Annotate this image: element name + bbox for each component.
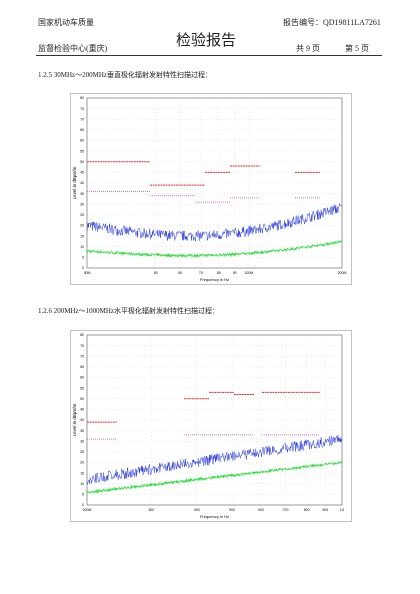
x-tick-label: 90 [233, 271, 237, 275]
x-axis-label: Frequency in Hz [200, 277, 229, 282]
y-tick-label: 65 [80, 128, 84, 132]
x-tick-label: 500 [229, 508, 235, 512]
pages-total: 共 9 页 [296, 44, 320, 53]
title: 检验报告 [176, 33, 237, 49]
trace [86, 240, 343, 259]
y-tick-label: 70 [80, 354, 84, 358]
y-tick-label: 65 [80, 365, 84, 369]
x-tick-label: 60 [178, 271, 182, 275]
y-tick-label: 50 [80, 160, 84, 164]
trace [86, 202, 343, 242]
y-tick-label: 35 [80, 429, 84, 433]
x-tick-label: 100M [244, 271, 253, 275]
y-tick-label: 40 [80, 418, 84, 422]
y-axis-label: Level in dBµV/m [72, 166, 77, 199]
y-tick-label: 15 [80, 234, 84, 238]
x-tick-label: 200M [83, 508, 92, 512]
y-tick-label: 50 [80, 397, 84, 401]
y-tick-label: 10 [80, 245, 84, 249]
y-tick-label: 80 [80, 333, 84, 337]
x-tick-label: 900 [322, 508, 328, 512]
chart: 0 5 10 15 20 25 30 35 40 45 50 55 60 65 70 75 80 200M 300 4… [70, 330, 352, 522]
report-no: 报告编号：QD19811LA7261 [283, 18, 381, 27]
x-tick-label: 30M [84, 271, 91, 275]
plot-area [86, 334, 343, 506]
org-line2: 监督检验中心(重庆) [38, 44, 108, 53]
y-axis-label: Level in dBµV/m [72, 403, 77, 436]
y-tick-label: 45 [80, 171, 84, 175]
y-tick-label: 20 [80, 461, 84, 465]
x-tick-label: 600 [258, 508, 264, 512]
trace [86, 434, 343, 485]
x-tick-label: 1G [340, 508, 345, 512]
plot-area [86, 97, 343, 269]
y-tick-label: 0 [82, 503, 84, 507]
y-tick-label: 45 [80, 408, 84, 412]
page-no: 第 5 页 [345, 44, 369, 53]
x-tick-label: 80 [217, 271, 221, 275]
section-heading: 1.2.5 30MHz～200MHz垂直极化辐射发射特性扫描过程： [38, 71, 213, 79]
x-tick-label: 700 [283, 508, 289, 512]
x-axis-label: Frequency in Hz [200, 514, 229, 519]
y-tick-label: 60 [80, 139, 84, 143]
y-tick-label: 20 [80, 224, 84, 228]
y-tick-label: 30 [80, 439, 84, 443]
y-tick-label: 25 [80, 213, 84, 217]
chart: 0 5 10 15 20 25 30 35 40 45 50 55 60 65 70 75 80 30M 50 60 7… [70, 93, 352, 285]
x-tick-label: 800 [304, 508, 310, 512]
y-tick-label: 5 [82, 256, 84, 260]
y-tick-label: 25 [80, 450, 84, 454]
y-tick-label: 15 [80, 471, 84, 475]
y-tick-label: 75 [80, 344, 84, 348]
x-tick-label: 300 [148, 508, 154, 512]
y-tick-label: 0 [82, 266, 84, 270]
y-tick-label: 80 [80, 96, 84, 100]
x-tick-label: 400 [194, 508, 200, 512]
y-tick-label: 30 [80, 202, 84, 206]
y-tick-label: 40 [80, 181, 84, 185]
x-tick-label: 200M [338, 271, 347, 275]
y-tick-label: 10 [80, 482, 84, 486]
x-tick-label: 50 [154, 271, 158, 275]
trace [86, 460, 343, 494]
y-tick-label: 35 [80, 192, 84, 196]
y-tick-label: 55 [80, 386, 84, 390]
y-tick-label: 55 [80, 149, 84, 153]
y-tick-label: 5 [82, 493, 84, 497]
section-heading: 1.2.6 200MHz～1000MHz水平极化辐射发射特性扫描过程： [38, 307, 220, 315]
y-tick-label: 75 [80, 107, 84, 111]
header-rule [36, 55, 382, 56]
y-tick-label: 60 [80, 376, 84, 380]
org-line1: 国家机动车质量 [38, 18, 94, 27]
x-tick-label: 70 [199, 271, 203, 275]
y-tick-label: 70 [80, 117, 84, 121]
